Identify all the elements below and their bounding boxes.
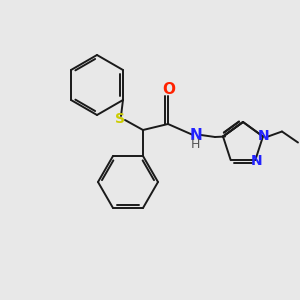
Text: O: O xyxy=(163,82,176,97)
Text: S: S xyxy=(115,112,125,126)
Text: N: N xyxy=(250,154,262,168)
Text: N: N xyxy=(190,128,202,142)
Text: H: H xyxy=(190,139,200,152)
Text: N: N xyxy=(258,128,270,142)
